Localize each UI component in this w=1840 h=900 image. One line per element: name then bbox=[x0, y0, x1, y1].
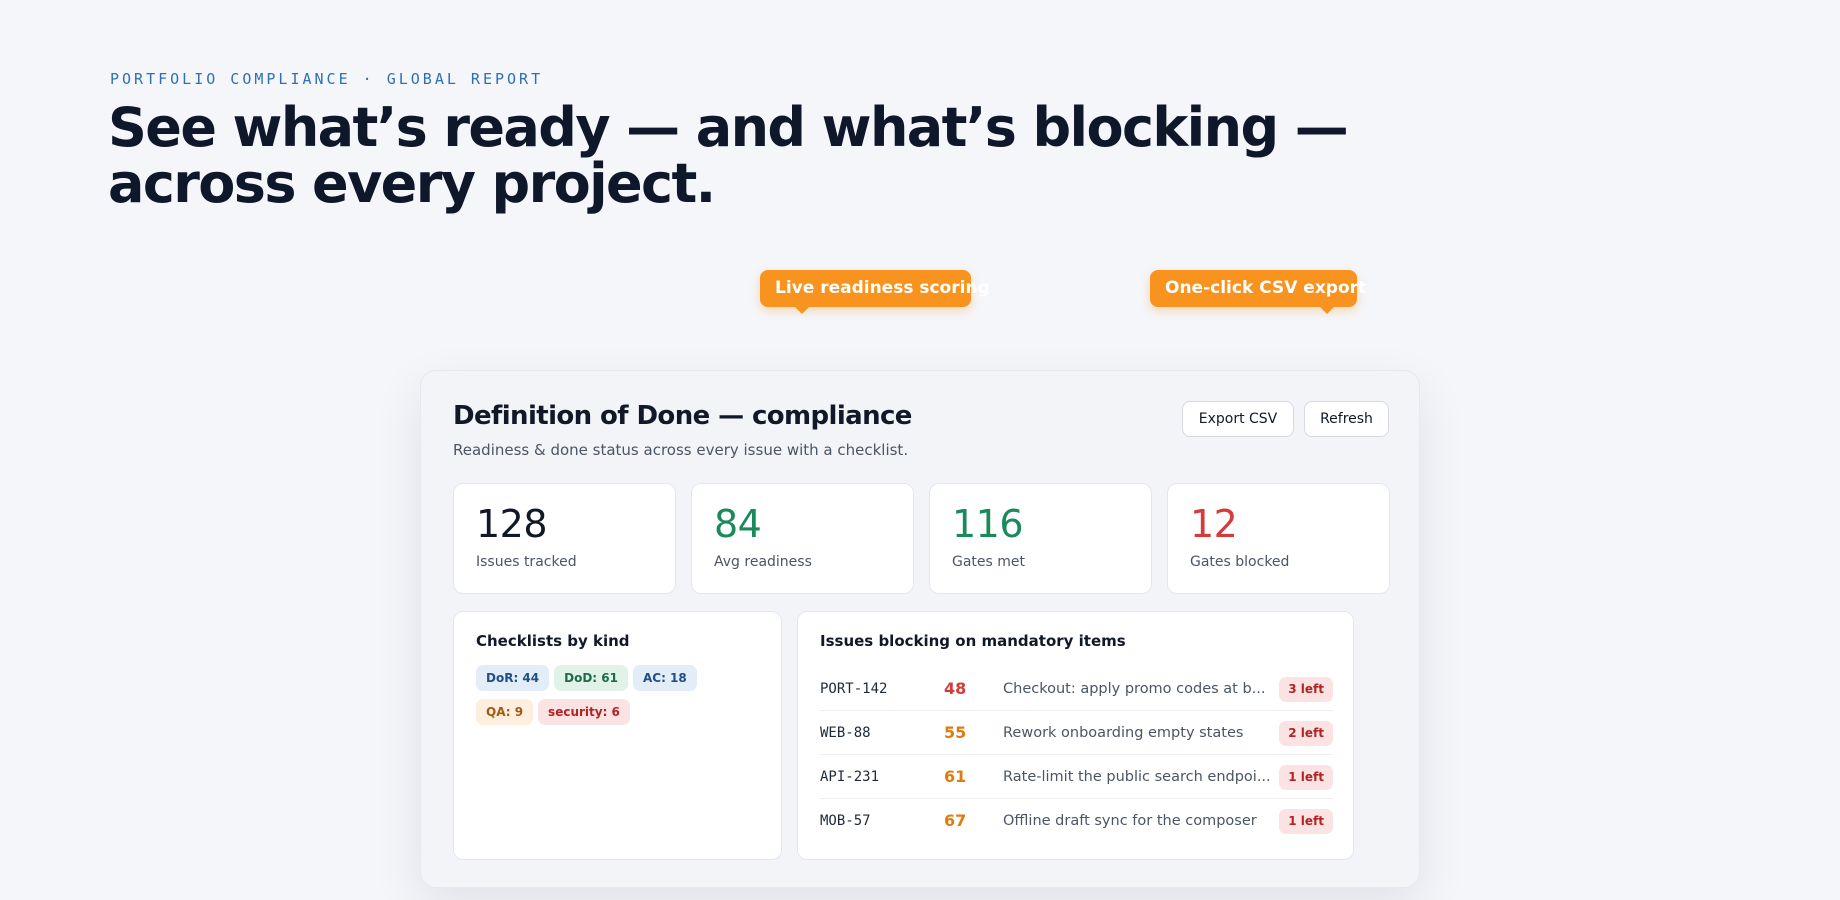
readiness-score: 48 bbox=[944, 679, 967, 698]
callout-live-readiness: Live readiness scoring bbox=[760, 270, 990, 314]
chip-ac[interactable]: AC: 18 bbox=[632, 665, 697, 691]
callout-csv-export: One-click CSV export bbox=[1150, 270, 1366, 314]
blocking-title: Issues blocking on mandatory items bbox=[820, 632, 1126, 650]
issue-key[interactable]: PORT-142 bbox=[820, 681, 888, 697]
refresh-button[interactable]: Refresh bbox=[1304, 401, 1389, 437]
blocking-issue-row[interactable]: WEB-88 55 Rework onboarding empty states… bbox=[820, 711, 1333, 755]
issue-summary: Offline draft sync for the composer bbox=[1003, 813, 1257, 829]
stat-value: 128 bbox=[476, 502, 548, 546]
items-left-badge: 2 left bbox=[1279, 721, 1333, 746]
chip-qa[interactable]: QA: 9 bbox=[476, 699, 534, 725]
compliance-card: Definition of Done — compliance Readines… bbox=[420, 370, 1420, 888]
issue-summary: Checkout: apply promo codes at b... bbox=[1003, 681, 1266, 697]
stat-avg-readiness: 84 Avg readiness bbox=[691, 483, 914, 594]
issue-summary: Rate-limit the public search endpoi... bbox=[1003, 769, 1271, 785]
stat-label: Gates met bbox=[952, 554, 1026, 570]
stat-value: 84 bbox=[714, 502, 762, 546]
items-left-badge: 3 left bbox=[1279, 677, 1333, 702]
stat-label: Gates blocked bbox=[1190, 554, 1290, 570]
page-headline: See what’s ready — and what’s blocking —… bbox=[108, 96, 1349, 215]
stat-label: Avg readiness bbox=[714, 554, 812, 570]
readiness-score: 61 bbox=[944, 767, 967, 786]
items-left-badge: 1 left bbox=[1279, 765, 1333, 790]
chip-dor[interactable]: DoR: 44 bbox=[476, 665, 550, 691]
readiness-score: 67 bbox=[944, 811, 967, 830]
checklists-title: Checklists by kind bbox=[476, 632, 630, 650]
export-csv-button[interactable]: Export CSV bbox=[1182, 401, 1294, 437]
chip-security[interactable]: security: 6 bbox=[538, 699, 630, 725]
stat-value: 116 bbox=[952, 502, 1024, 546]
items-left-badge: 1 left bbox=[1279, 809, 1333, 834]
stat-gates-blocked: 12 Gates blocked bbox=[1167, 483, 1390, 594]
blocking-issues-panel: Issues blocking on mandatory items PORT-… bbox=[797, 611, 1354, 860]
blocking-issue-list: PORT-142 48 Checkout: apply promo codes … bbox=[820, 667, 1333, 843]
chip-dod[interactable]: DoD: 61 bbox=[554, 665, 628, 691]
readiness-score: 55 bbox=[944, 723, 967, 742]
blocking-issue-row[interactable]: PORT-142 48 Checkout: apply promo codes … bbox=[820, 667, 1333, 711]
stat-value: 12 bbox=[1190, 502, 1238, 546]
checklists-panel: Checklists by kind DoR: 44 DoD: 61 AC: 18 Q… bbox=[453, 611, 782, 860]
issue-key[interactable]: WEB-88 bbox=[820, 725, 871, 741]
issue-key[interactable]: API-231 bbox=[820, 769, 880, 785]
stat-gates-met: 116 Gates met bbox=[929, 483, 1152, 594]
card-subtitle: Readiness & done status across every iss… bbox=[453, 441, 909, 459]
blocking-issue-row[interactable]: API-231 61 Rate-limit the public search … bbox=[820, 755, 1333, 799]
issue-summary: Rework onboarding empty states bbox=[1003, 725, 1244, 741]
card-title: Definition of Done — compliance bbox=[453, 401, 912, 431]
stat-issues-tracked: 128 Issues tracked bbox=[453, 483, 676, 594]
stat-label: Issues tracked bbox=[476, 554, 577, 570]
checklist-chips: DoR: 44 DoD: 61 AC: 18 QA: 9 security: 6 bbox=[476, 665, 766, 733]
blocking-issue-row[interactable]: MOB-57 67 Offline draft sync for the com… bbox=[820, 799, 1333, 843]
eyebrow: PORTFOLIO COMPLIANCE · GLOBAL REPORT bbox=[110, 70, 544, 88]
issue-key[interactable]: MOB-57 bbox=[820, 813, 871, 829]
